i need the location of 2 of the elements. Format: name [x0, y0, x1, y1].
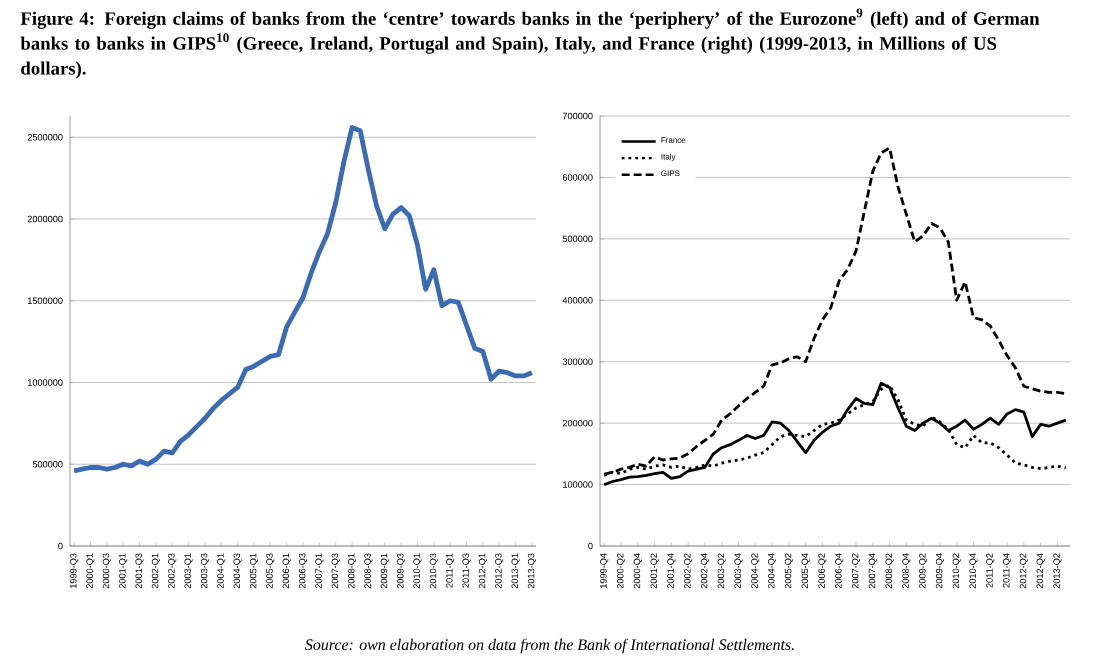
line-series [71, 125, 535, 474]
chart-title: Figure 4: Foreign claims of banks from the ‘centre’ towards banks in the ‘periphery’ of the Eurozone$^{9}$ (left) and of German banks to banks in GIPS$^{10}$ (Greece, Ireland, Portugal and Spain), Italy, and France (right) (1999-2013, in Millions of US dollars). [20, 8, 1040, 79]
